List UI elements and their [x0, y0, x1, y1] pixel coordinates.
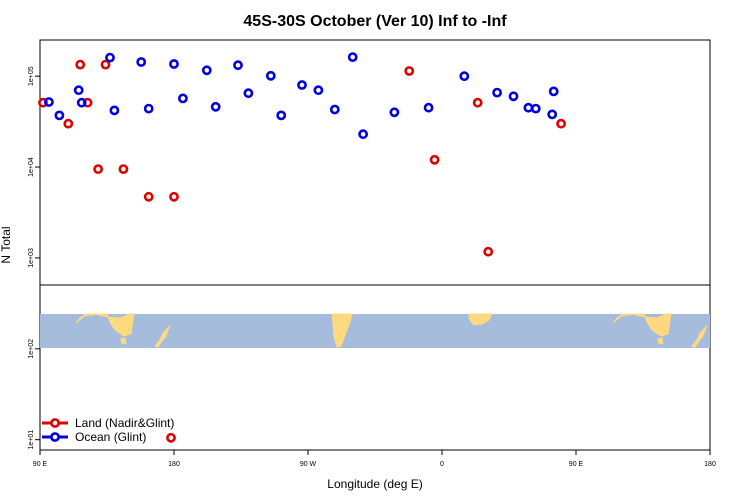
data-point-land: [556, 118, 566, 129]
data-point-ocean: [210, 101, 221, 112]
chart-title: 45S-30S October (Ver 10) Inf to -Inf: [243, 13, 507, 30]
data-point-ocean: [508, 91, 519, 102]
data-point-ocean: [313, 85, 324, 96]
y-axis: 1e+01 1e+02 1e+03 1e+04 1e+05: [28, 66, 40, 450]
y-tick-label: 1e+05: [28, 66, 35, 86]
data-point-ocean: [389, 107, 400, 118]
ocean-band: [40, 314, 710, 348]
data-point-ocean: [54, 110, 65, 121]
data-point-land: [93, 164, 103, 174]
data-point-ocean: [265, 70, 276, 81]
data-point-ocean: [548, 86, 559, 97]
land-mass: [120, 337, 127, 345]
y-axis-label: N Total: [0, 226, 13, 263]
land-mass: [612, 313, 672, 337]
data-point-ocean: [492, 87, 502, 98]
legend: Land (Nadir&Glint) Ocean (Glint): [42, 416, 174, 444]
data-point-ocean: [347, 52, 358, 62]
data-point-ocean: [136, 57, 147, 67]
legend-label-ocean: Ocean (Glint): [75, 430, 146, 444]
data-point-ocean: [177, 93, 188, 104]
data-point-ocean: [44, 97, 54, 107]
data-point-ocean: [109, 105, 120, 116]
data-point-land: [100, 59, 111, 70]
data-point-land: [404, 66, 415, 76]
data-point-ocean: [73, 85, 84, 96]
data-points: [38, 52, 566, 443]
data-point-land: [429, 154, 440, 165]
legend-marker-land: [50, 418, 60, 428]
land-mass: [691, 325, 708, 348]
data-point-ocean: [105, 52, 115, 63]
map-strip: [40, 284, 710, 348]
data-point-ocean: [169, 59, 179, 69]
land-mass: [657, 337, 664, 345]
data-point-land: [143, 191, 154, 202]
data-point-land: [118, 164, 129, 174]
x-axis-label: Longitude (deg E): [327, 477, 422, 491]
data-point-ocean: [276, 110, 287, 121]
y-tick-label: 1e+03: [28, 248, 35, 268]
land-mass: [468, 313, 493, 326]
data-point-land: [472, 97, 483, 108]
x-axis: 90 E 180 90 W 0 90 E 180: [33, 450, 716, 468]
data-point-ocean: [297, 80, 307, 90]
data-point-ocean: [243, 88, 254, 99]
x-tick-label: 90 E: [569, 461, 584, 468]
data-point-ocean: [423, 102, 434, 113]
data-point-land: [166, 432, 176, 443]
data-point-ocean: [459, 71, 470, 82]
data-point-land: [483, 246, 494, 257]
data-point-ocean: [233, 60, 243, 71]
data-point-ocean: [358, 129, 368, 140]
land-mass: [331, 313, 353, 348]
y-tick-label: 1e+04: [28, 157, 35, 177]
data-point-ocean: [143, 103, 154, 114]
land-mass: [154, 325, 171, 348]
data-point-ocean: [329, 104, 340, 115]
plot-frame: [39, 39, 711, 451]
land-shapes: [75, 313, 708, 348]
data-point-land: [63, 118, 74, 129]
y-tick-label: 1e+01: [28, 430, 35, 450]
x-tick-label: 90 W: [300, 461, 317, 468]
x-tick-label: 90 E: [33, 461, 48, 468]
data-point-ocean: [201, 65, 212, 76]
x-tick-label: 0: [440, 461, 444, 468]
data-point-land: [169, 191, 179, 202]
data-point-ocean: [547, 109, 558, 120]
data-point-ocean: [530, 103, 541, 114]
data-point-ocean: [76, 97, 87, 108]
data-point-land: [75, 59, 86, 70]
x-tick-label: 180: [168, 461, 180, 468]
y-tick-label: 1e+02: [28, 339, 35, 359]
legend-marker-ocean: [50, 432, 60, 442]
land-mass: [75, 313, 135, 337]
x-tick-label: 180: [704, 461, 716, 468]
data-point-ocean: [523, 102, 534, 113]
legend-label-land: Land (Nadir&Glint): [75, 416, 174, 430]
